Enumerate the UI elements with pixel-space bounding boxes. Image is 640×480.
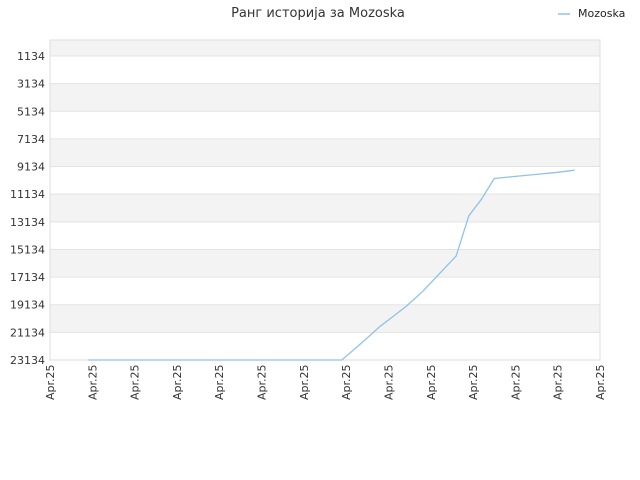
series-lines (88, 169, 575, 361)
y-tick-label: 13134 (10, 216, 45, 229)
legend-series-label: Mozoska (578, 7, 625, 20)
x-tick-label: Apr.25 (425, 364, 438, 400)
x-tick-label: Apr.25 (129, 364, 142, 400)
x-tick-label: Apr.25 (552, 364, 565, 400)
y-tick-label: 15134 (10, 243, 45, 256)
y-tick-label: 7134 (17, 133, 45, 146)
x-tick-label: Apr.25 (509, 364, 522, 400)
x-tick-label: Apr.25 (298, 364, 311, 400)
plot-bands (50, 40, 600, 333)
x-tick-label: Apr.25 (256, 364, 269, 400)
grid-lines (50, 55, 600, 361)
y-tick-label: 11134 (10, 188, 45, 201)
y-tick-label: 9134 (17, 161, 45, 174)
y-tick-label: 19134 (10, 299, 45, 312)
y-tick-label: 5134 (17, 105, 45, 118)
legend[interactable]: Mozoska (558, 7, 625, 20)
x-tick-label: Apr.25 (86, 364, 99, 400)
y-axis-labels: 1134 3134 5134 7134 9134 11134 13134 15134 17134… (10, 50, 45, 367)
plot-band (50, 40, 600, 56)
x-axis-labels: Apr.25 Apr.25 Apr.25 Apr.25 Apr.25 Apr.25 Apr.… (44, 364, 607, 400)
chart-title: Ранг историја за Mozoska (231, 6, 405, 21)
y-tick-label: 17134 (10, 271, 45, 284)
x-tick-label: Apr.25 (340, 364, 353, 400)
plot-band (50, 194, 600, 222)
plot-band (50, 83, 600, 112)
series-line-mozoska (88, 169, 575, 361)
x-tick-label: Apr.25 (171, 364, 184, 400)
plot-band (50, 304, 600, 333)
x-tick-label: Apr.25 (594, 364, 607, 400)
x-tick-label: Apr.25 (44, 364, 57, 400)
y-tick-label: 1134 (17, 50, 45, 63)
x-tick-label: Apr.25 (382, 364, 395, 400)
y-tick-label: 21134 (10, 326, 45, 339)
y-tick-label: 3134 (17, 78, 45, 91)
x-tick-label: Apr.25 (213, 364, 226, 400)
plot-band (50, 249, 600, 278)
y-tick-label: 23134 (10, 354, 45, 367)
plot-band (50, 138, 600, 167)
x-tick-label: Apr.25 (467, 364, 480, 400)
